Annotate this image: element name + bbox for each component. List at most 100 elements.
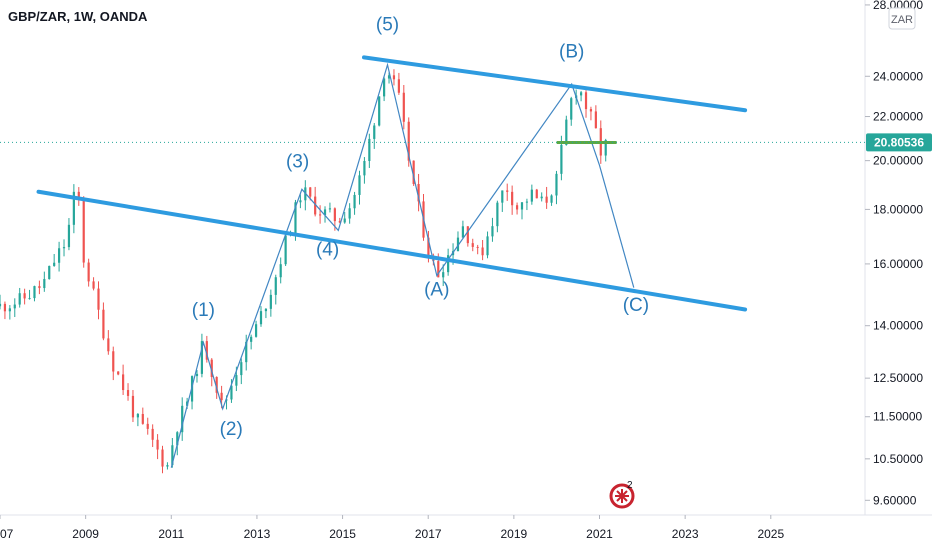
candle-body	[269, 294, 272, 309]
candle-body	[314, 196, 317, 215]
symbol-title: GBP/ZAR, 1W, OANDA	[8, 9, 148, 24]
candle-body	[0, 303, 2, 307]
candle-body	[225, 399, 228, 401]
candle-body	[520, 202, 524, 210]
candle-body	[156, 439, 159, 450]
candle-body	[466, 226, 469, 244]
channel-lower-line[interactable]	[36, 189, 748, 312]
time-tick-label: 2017	[415, 527, 442, 541]
candle-body	[383, 78, 386, 97]
candle-body	[87, 262, 90, 282]
candle-body	[378, 96, 381, 126]
time-tick-label: 2019	[501, 527, 528, 541]
candle-body	[412, 160, 415, 184]
candle-body	[363, 160, 366, 176]
price-tick-label: 20.00000	[873, 154, 923, 168]
time-tick-label: 2007	[0, 527, 14, 541]
candle-body	[171, 445, 174, 466]
candle-body	[476, 246, 479, 248]
candle-body	[250, 336, 253, 342]
candle-body	[471, 243, 474, 247]
candle-body	[299, 200, 302, 203]
candle-body	[318, 214, 322, 216]
candle-body	[210, 359, 213, 378]
candle-body	[427, 237, 430, 256]
price-tick-label: 24.00000	[873, 69, 923, 83]
candle-body	[146, 423, 149, 429]
candle-body	[240, 362, 243, 376]
candle-body	[284, 235, 287, 265]
logo-superscript: 2	[627, 480, 633, 491]
candle-body	[274, 277, 277, 295]
logo: 2	[609, 480, 635, 509]
candle-body	[348, 208, 351, 219]
candle-body	[151, 428, 154, 440]
candle-body	[254, 324, 258, 337]
wave-label: (2)	[220, 419, 243, 440]
candle-body	[392, 75, 396, 80]
candle-body	[220, 392, 223, 401]
candle-body	[358, 175, 361, 195]
candle-body	[53, 262, 56, 266]
wave-label: (5)	[376, 14, 399, 35]
candle-body	[28, 298, 31, 300]
price-tick-label: 22.00000	[873, 110, 923, 124]
candle-body	[92, 281, 95, 289]
wave-label: (C)	[623, 295, 649, 316]
price-tick-label: 12.50000	[873, 371, 923, 385]
wave-label: (4)	[316, 239, 339, 260]
candle-body	[397, 79, 400, 93]
candle-body	[481, 247, 484, 256]
time-tick-label: 2021	[586, 527, 613, 541]
candle-body	[264, 308, 268, 312]
candle-body	[107, 338, 110, 352]
candle-body	[141, 413, 144, 424]
candle-body	[8, 308, 11, 312]
price-axis-ticks: 28.00000 24.00000 22.00000 20.00000 18.00000…	[865, 0, 923, 507]
candle-body	[491, 226, 494, 237]
time-tick-label: 2015	[329, 527, 356, 541]
candle-body	[117, 371, 120, 375]
candle-body	[442, 272, 445, 278]
currency-badge[interactable]: ZAR	[888, 7, 916, 30]
candle-body	[402, 92, 405, 122]
candle-body	[62, 247, 66, 249]
candle-body	[245, 341, 248, 363]
candle-body	[195, 373, 199, 377]
candle-body	[506, 190, 509, 192]
candle-body	[13, 304, 16, 309]
price-tick-label: 18.00000	[873, 202, 923, 216]
candle-body	[540, 196, 543, 199]
candle-body	[33, 286, 36, 299]
candle-body	[77, 191, 80, 199]
elliott-wave-line	[170, 62, 635, 468]
candle-body	[112, 351, 115, 372]
candle-body	[126, 390, 130, 396]
wave-label: (B)	[559, 41, 584, 62]
currency-badge-text: ZAR	[891, 14, 913, 26]
candle-body	[3, 303, 7, 312]
candle-body	[594, 111, 597, 129]
candle-body	[456, 237, 460, 252]
last-price-text: 20.80536	[874, 135, 924, 149]
time-tick-label: 2025	[757, 527, 784, 541]
price-tick-label: 10.50000	[873, 452, 923, 466]
time-axis-ticks: 2007 2009 2011 2013 2015 2017 2019 2021 2023 2025	[0, 515, 784, 541]
candle-body	[550, 195, 553, 203]
channel-upper-line[interactable]	[361, 55, 748, 113]
candle-body	[259, 311, 263, 325]
candle-body	[535, 189, 538, 199]
candle-body	[570, 98, 573, 120]
candle-body	[166, 465, 169, 467]
price-tick-label: 14.00000	[873, 319, 923, 333]
candle-body	[515, 205, 519, 210]
time-tick-label: 2023	[672, 527, 699, 541]
candle-body	[496, 202, 499, 227]
candle-body	[565, 119, 568, 145]
drawings-layer	[0, 55, 865, 468]
candle-body	[373, 125, 376, 139]
price-tick-label: 28.00000	[873, 0, 923, 12]
candle-body	[387, 75, 391, 79]
candle-body	[294, 202, 297, 234]
